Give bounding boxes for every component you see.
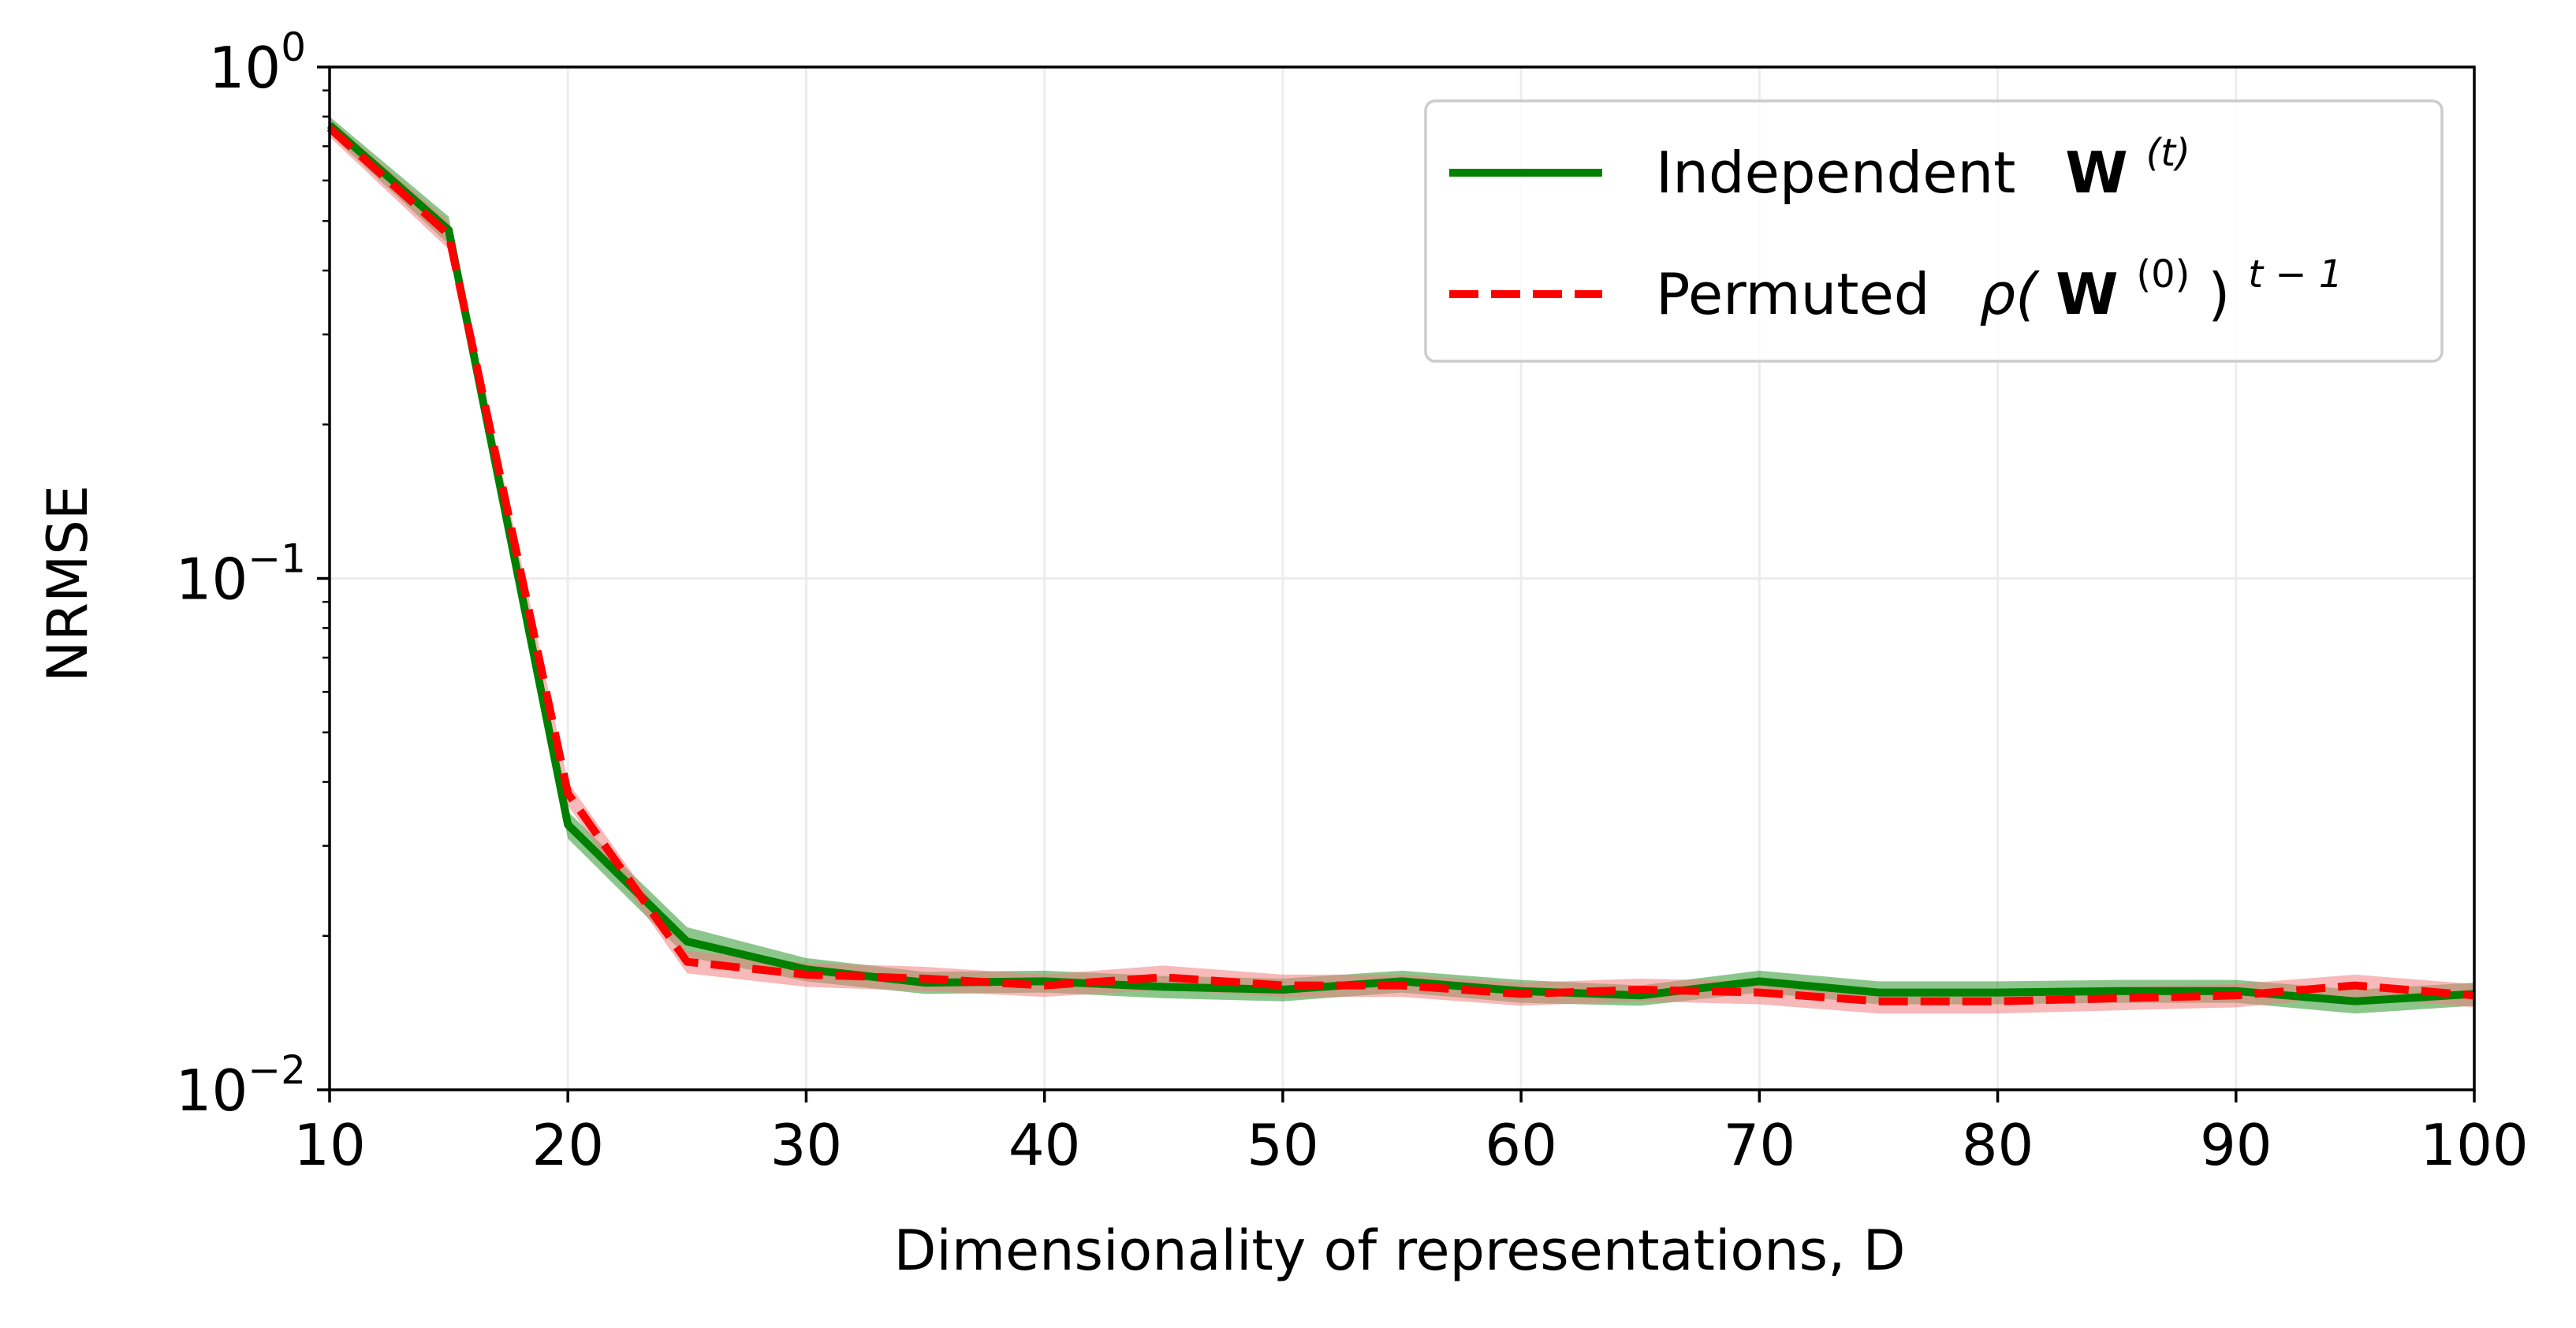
legend-label-permuted: Permuted ρ( W (0) ) t − 1 — [1656, 234, 2343, 327]
point-series-1 — [1639, 989, 1641, 990]
point-series-1 — [925, 978, 926, 979]
point-series-0 — [567, 824, 569, 826]
legend-math-independent: W — [2065, 140, 2127, 206]
x-tick-label: 10 — [293, 1112, 366, 1178]
legend-math-permuted: W — [2056, 261, 2118, 327]
point-series-1 — [1044, 985, 1046, 987]
point-series-1 — [567, 793, 569, 794]
x-tick-label: 70 — [1724, 1112, 1796, 1178]
point-series-0 — [805, 968, 807, 970]
x-tick-label: 90 — [2200, 1112, 2272, 1178]
legend-label-independent: Independent W (t) — [1656, 131, 2190, 206]
point-series-0 — [2235, 990, 2237, 992]
legend-text-independent: Independent — [1656, 140, 2015, 206]
y-tick-label: 10−1 — [176, 536, 306, 613]
legend-text-permuted: Permuted — [1656, 261, 1929, 327]
point-series-1 — [1163, 976, 1165, 978]
y-tick-label: 100 — [209, 24, 306, 101]
point-series-1 — [1282, 985, 1284, 987]
legend-sup2-permuted: t − 1 — [2248, 252, 2343, 297]
point-series-0 — [2116, 990, 2118, 992]
point-series-0 — [1758, 980, 1760, 982]
point-series-0 — [1639, 994, 1641, 996]
point-series-1 — [1997, 1001, 1999, 1002]
x-tick-label: 30 — [770, 1112, 843, 1178]
legend-sup-independent: (t) — [2146, 131, 2190, 175]
legend-box — [1424, 99, 2444, 363]
point-series-1 — [1758, 992, 1760, 994]
legend-rho-permuted: ρ( — [1979, 261, 2040, 327]
point-series-1 — [805, 974, 807, 975]
point-series-1 — [2354, 985, 2356, 987]
point-series-1 — [1877, 1001, 1879, 1002]
x-tick-label: 20 — [531, 1112, 604, 1178]
legend: Independent W (t) Permuted ρ( W (0) ) t … — [1424, 99, 2444, 363]
legend-close-permuted: ) — [2208, 261, 2230, 327]
point-series-0 — [1282, 989, 1284, 990]
point-series-1 — [686, 961, 688, 963]
legend-sup-permuted: (0) — [2136, 252, 2190, 297]
point-series-1 — [1401, 985, 1403, 987]
x-tick-label: 100 — [2420, 1112, 2528, 1178]
x-axis-label: Dimensionality of representations, D — [894, 1218, 1906, 1283]
x-axis-label-text: Dimensionality of representations, D — [894, 1218, 1906, 1283]
y-axis-label: NRMSE — [35, 485, 100, 682]
axis-ticks: 10 20 30 40 50 60 70 80 90 100 100 10−1 10−2 — [176, 24, 2529, 1178]
x-tick-label: 50 — [1247, 1112, 1319, 1178]
y-tick-label: 10−2 — [176, 1047, 306, 1124]
x-tick-label: 40 — [1008, 1112, 1081, 1178]
x-tick-label: 60 — [1485, 1112, 1557, 1178]
point-series-1 — [2235, 994, 2237, 996]
series-lines — [326, 121, 2475, 1005]
point-series-0 — [1997, 992, 1999, 994]
point-series-0 — [686, 941, 688, 942]
x-tick-label: 80 — [1962, 1112, 2034, 1178]
point-series-0 — [2354, 1001, 2356, 1002]
point-series-0 — [1877, 992, 1879, 994]
